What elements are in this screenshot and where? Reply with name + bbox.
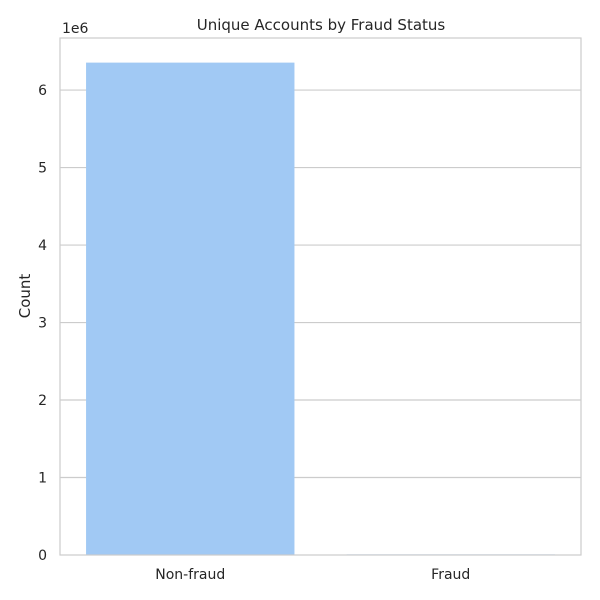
bar-non-fraud	[86, 62, 295, 556]
y-offset-label: 1e6	[62, 21, 89, 37]
y-axis-label: Count	[16, 274, 34, 319]
y-tick-label: 3	[38, 316, 47, 332]
bars	[86, 62, 555, 556]
y-tick-label: 2	[38, 393, 47, 409]
y-tick-label: 5	[38, 161, 47, 177]
x-tick-label: Non-fraud	[155, 567, 225, 583]
plot-frame	[59, 37, 582, 556]
y-tick-label: 6	[38, 83, 47, 99]
x-tick-label: Fraud	[431, 567, 470, 583]
chart-title: Unique Accounts by Fraud Status	[197, 16, 446, 34]
y-axis-ticks: 0 1 2 3 4 5 6	[38, 83, 47, 564]
y-tick-label: 0	[38, 548, 47, 564]
y-tick-label: 1	[38, 471, 47, 487]
y-tick-label: 4	[38, 238, 47, 254]
x-axis-ticks: Non-fraud Fraud	[155, 567, 470, 583]
